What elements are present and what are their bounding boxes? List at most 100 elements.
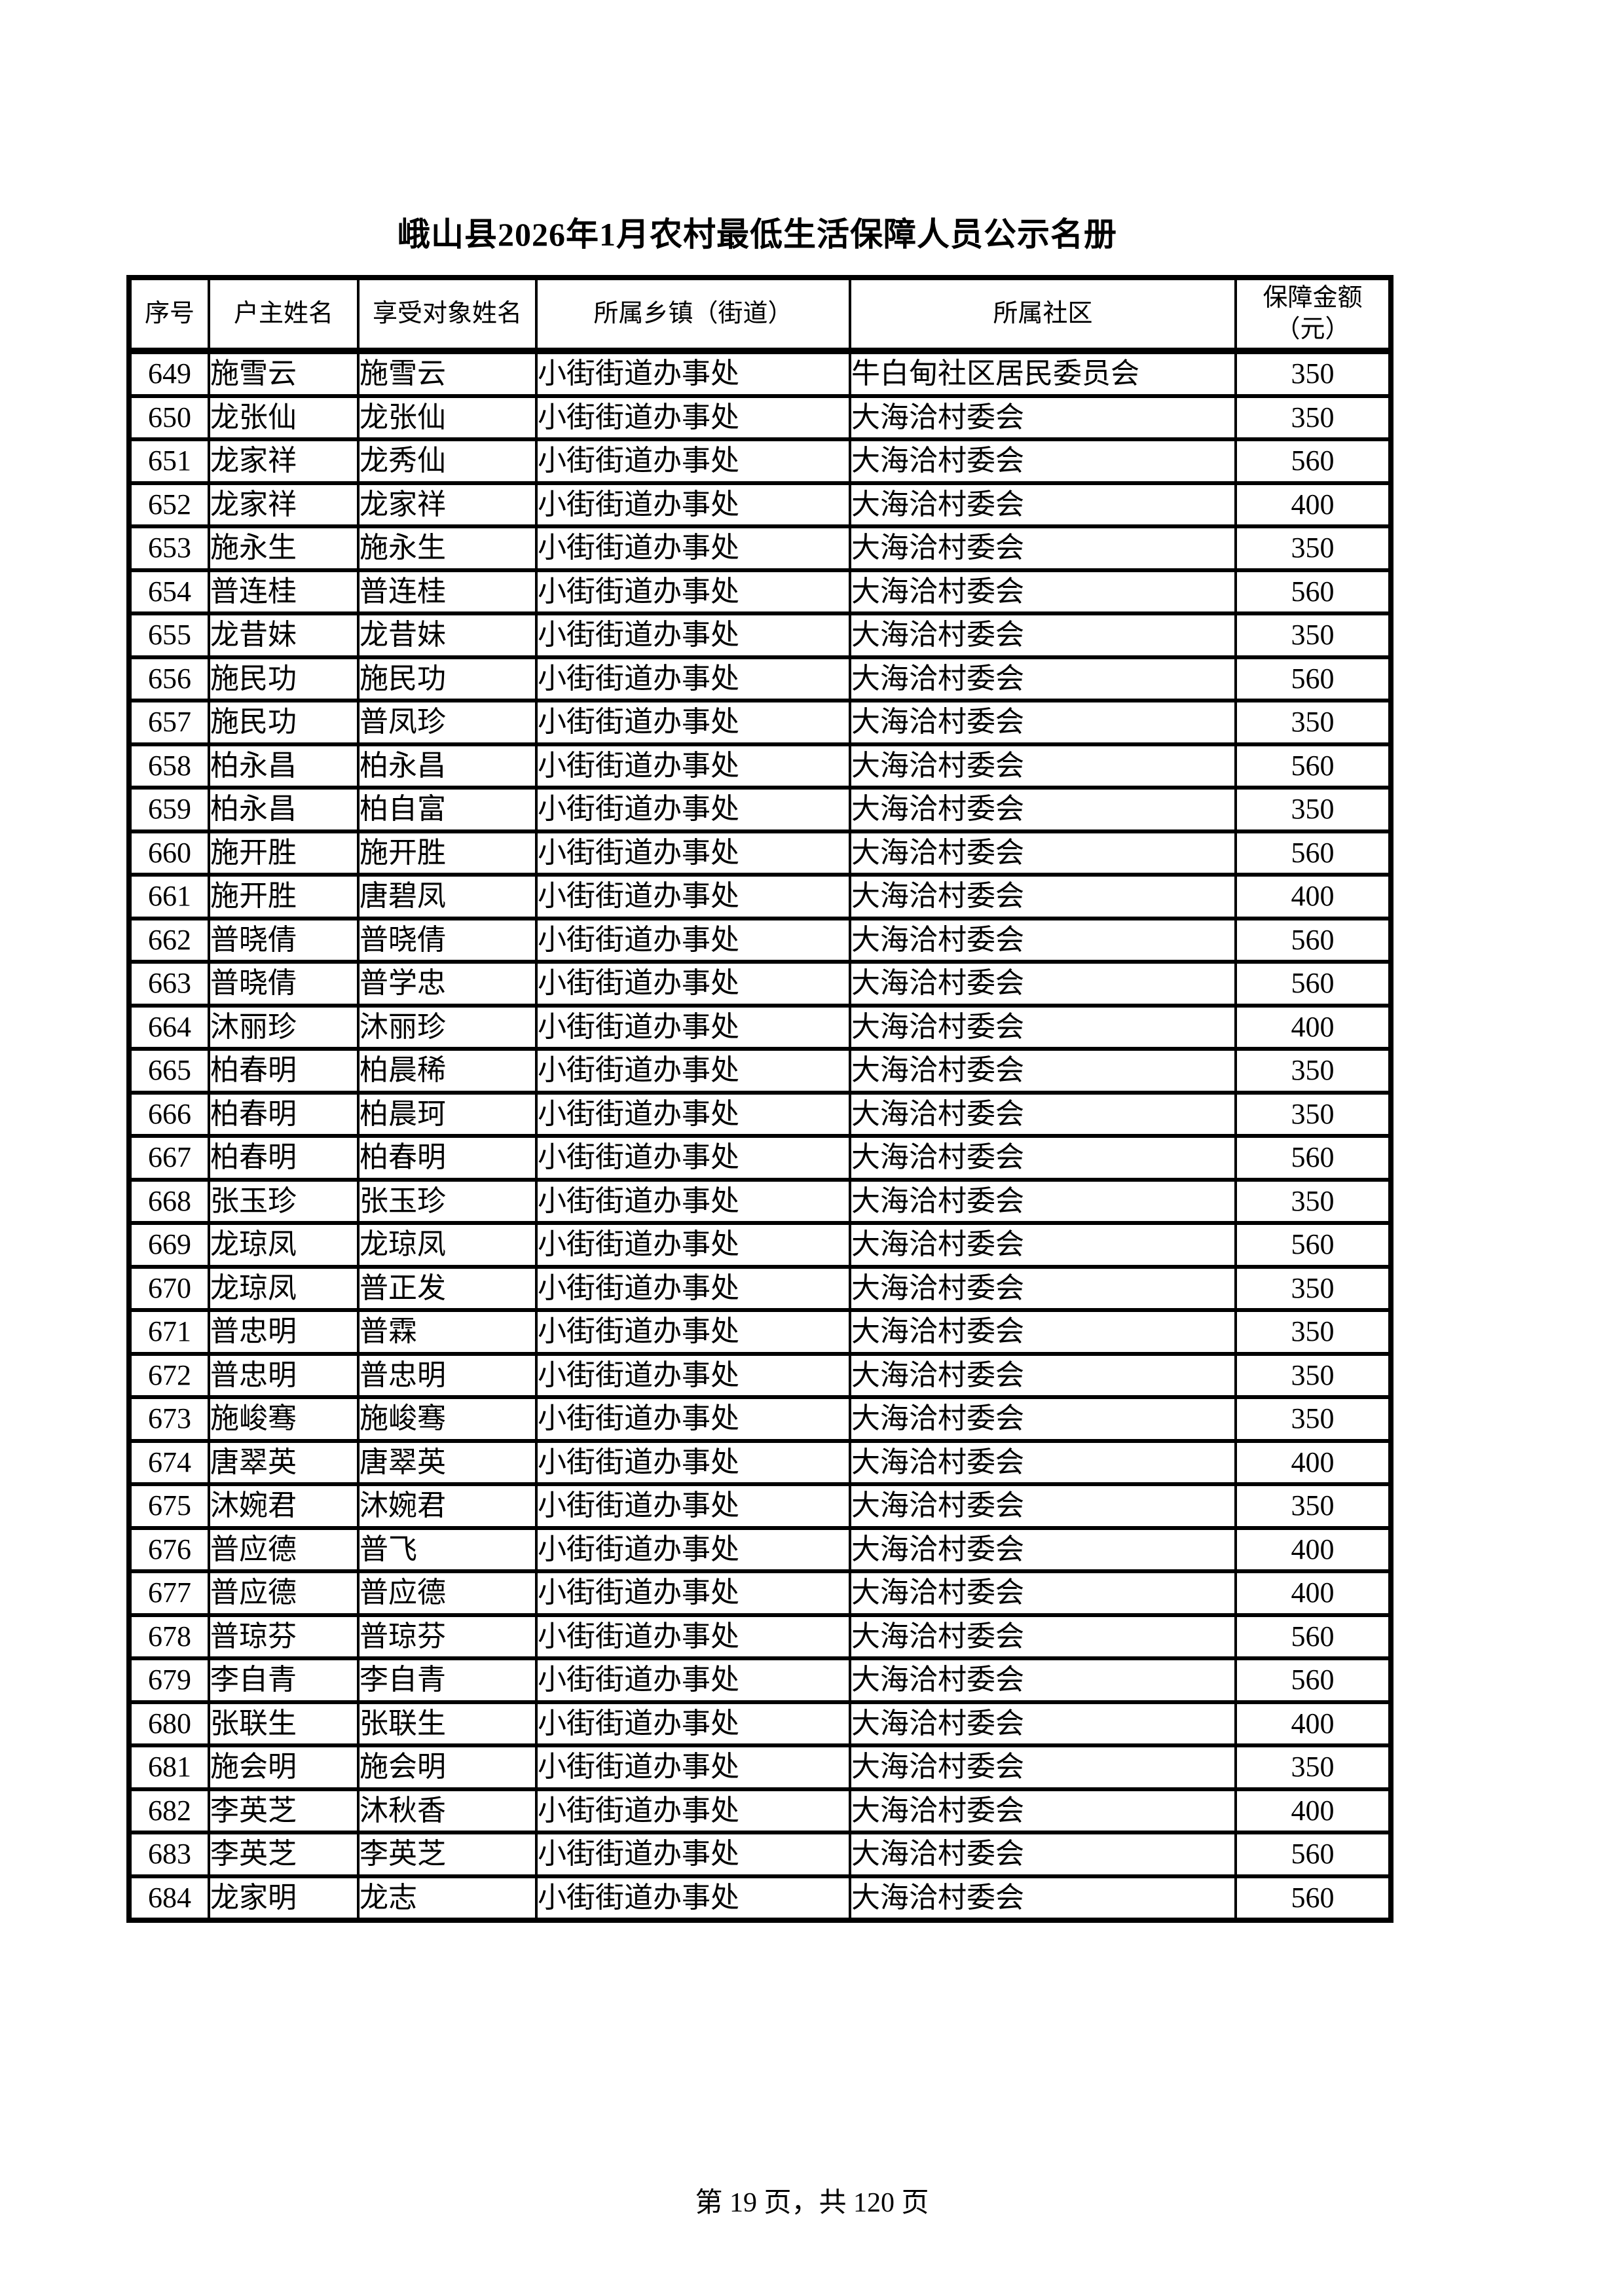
cell-beneficiary-name: 龙家祥 bbox=[357, 481, 538, 528]
cell-community: 大海洽村委会 bbox=[849, 1047, 1237, 1095]
cell-amount: 350 bbox=[1234, 611, 1392, 659]
cell-community: 大海洽村委会 bbox=[849, 1613, 1237, 1660]
cell-community: 大海洽村委会 bbox=[849, 655, 1237, 702]
cell-amount: 350 bbox=[1234, 1351, 1392, 1399]
cell-township: 小街街道办事处 bbox=[535, 655, 851, 702]
table-row: 655 龙昔妹 龙昔妹 小街街道办事处 大海洽村委会 350 bbox=[128, 611, 1392, 659]
cell-seq: 664 bbox=[128, 1003, 210, 1051]
table-row: 681 施会明 施会明 小街街道办事处 大海洽村委会 350 bbox=[128, 1743, 1392, 1791]
column-header-amount: 保障金额 （元） bbox=[1234, 276, 1392, 354]
cell-township: 小街街道办事处 bbox=[535, 1090, 851, 1138]
cell-amount: 350 bbox=[1234, 1047, 1392, 1095]
cell-beneficiary-name: 普学忠 bbox=[357, 960, 538, 1008]
cell-community: 大海洽村委会 bbox=[849, 1656, 1237, 1704]
cell-amount: 350 bbox=[1234, 1482, 1392, 1530]
table-row: 656 施民功 施民功 小街街道办事处 大海洽村委会 560 bbox=[128, 655, 1392, 702]
cell-amount: 400 bbox=[1234, 1700, 1392, 1747]
cell-seq: 653 bbox=[128, 524, 210, 572]
table-row: 670 龙琼凤 普正发 小街街道办事处 大海洽村委会 350 bbox=[128, 1264, 1392, 1312]
cell-householder-name: 普应德 bbox=[208, 1569, 360, 1617]
cell-amount: 560 bbox=[1234, 916, 1392, 964]
table-row: 674 唐翠英 唐翠英 小街街道办事处 大海洽村委会 400 bbox=[128, 1438, 1392, 1486]
cell-beneficiary-name: 李自青 bbox=[357, 1656, 538, 1704]
cell-amount: 400 bbox=[1234, 1003, 1392, 1051]
cell-householder-name: 沐婉君 bbox=[208, 1482, 360, 1530]
cell-beneficiary-name: 柏春明 bbox=[357, 1134, 538, 1182]
cell-amount: 560 bbox=[1234, 1613, 1392, 1660]
cell-amount: 560 bbox=[1234, 1656, 1392, 1704]
cell-beneficiary-name: 普琼芬 bbox=[357, 1613, 538, 1660]
cell-community: 大海洽村委会 bbox=[849, 1308, 1237, 1356]
cell-seq: 661 bbox=[128, 873, 210, 920]
cell-amount: 560 bbox=[1234, 1134, 1392, 1182]
table-row: 680 张联生 张联生 小街街道办事处 大海洽村委会 400 bbox=[128, 1700, 1392, 1747]
cell-householder-name: 柏永昌 bbox=[208, 742, 360, 790]
table-row: 666 柏春明 柏晨珂 小街街道办事处 大海洽村委会 350 bbox=[128, 1090, 1392, 1138]
table-row: 663 普晓倩 普学忠 小街街道办事处 大海洽村委会 560 bbox=[128, 960, 1392, 1008]
cell-community: 大海洽村委会 bbox=[849, 1743, 1237, 1791]
cell-community: 大海洽村委会 bbox=[849, 1177, 1237, 1225]
cell-community: 大海洽村委会 bbox=[849, 1525, 1237, 1573]
cell-householder-name: 施会明 bbox=[208, 1743, 360, 1791]
cell-householder-name: 施雪云 bbox=[208, 349, 360, 398]
cell-beneficiary-name: 普正发 bbox=[357, 1264, 538, 1312]
cell-amount: 560 bbox=[1234, 960, 1392, 1008]
table-row: 668 张玉珍 张玉珍 小街街道办事处 大海洽村委会 350 bbox=[128, 1177, 1392, 1225]
cell-seq: 658 bbox=[128, 742, 210, 790]
cell-seq: 678 bbox=[128, 1613, 210, 1660]
cell-beneficiary-name: 龙秀仙 bbox=[357, 437, 538, 485]
cell-community: 大海洽村委会 bbox=[849, 393, 1237, 441]
table-row: 652 龙家祥 龙家祥 小街街道办事处 大海洽村委会 400 bbox=[128, 481, 1392, 528]
cell-beneficiary-name: 施民功 bbox=[357, 655, 538, 702]
cell-beneficiary-name: 唐碧凤 bbox=[357, 873, 538, 920]
cell-amount: 350 bbox=[1234, 1308, 1392, 1356]
cell-township: 小街街道办事处 bbox=[535, 1482, 851, 1530]
cell-township: 小街街道办事处 bbox=[535, 873, 851, 920]
table-row: 660 施开胜 施开胜 小街街道办事处 大海洽村委会 560 bbox=[128, 829, 1392, 877]
cell-householder-name: 李英芝 bbox=[208, 1831, 360, 1878]
cell-community: 大海洽村委会 bbox=[849, 1438, 1237, 1486]
cell-amount: 400 bbox=[1234, 873, 1392, 920]
cell-householder-name: 施民功 bbox=[208, 655, 360, 702]
cell-seq: 673 bbox=[128, 1395, 210, 1443]
page-number-footer: 第 19 页，共 120 页 bbox=[695, 2188, 929, 2218]
column-header-amount-line1: 保障金额 bbox=[1263, 284, 1363, 312]
cell-township: 小街街道办事处 bbox=[535, 829, 851, 877]
cell-seq: 655 bbox=[128, 611, 210, 659]
table-row: 654 普连桂 普连桂 小街街道办事处 大海洽村委会 560 bbox=[128, 568, 1392, 615]
cell-beneficiary-name: 柏永昌 bbox=[357, 742, 538, 790]
cell-township: 小街街道办事处 bbox=[535, 1874, 851, 1922]
cell-community: 大海洽村委会 bbox=[849, 960, 1237, 1008]
cell-amount: 560 bbox=[1234, 1874, 1392, 1922]
cell-township: 小街街道办事处 bbox=[535, 1308, 851, 1356]
table-row: 653 施永生 施永生 小街街道办事处 大海洽村委会 350 bbox=[128, 524, 1392, 572]
cell-township: 小街街道办事处 bbox=[535, 1264, 851, 1312]
cell-beneficiary-name: 唐翠英 bbox=[357, 1438, 538, 1486]
cell-householder-name: 普连桂 bbox=[208, 568, 360, 615]
cell-township: 小街街道办事处 bbox=[535, 1700, 851, 1747]
cell-seq: 656 bbox=[128, 655, 210, 702]
cell-amount: 350 bbox=[1234, 1743, 1392, 1791]
cell-seq: 675 bbox=[128, 1482, 210, 1530]
cell-amount: 400 bbox=[1234, 1438, 1392, 1486]
cell-amount: 350 bbox=[1234, 524, 1392, 572]
cell-householder-name: 普琼芬 bbox=[208, 1613, 360, 1660]
table-row: 671 普忠明 普霖 小街街道办事处 大海洽村委会 350 bbox=[128, 1308, 1392, 1356]
table-row: 667 柏春明 柏春明 小街街道办事处 大海洽村委会 560 bbox=[128, 1134, 1392, 1182]
cell-householder-name: 龙昔妹 bbox=[208, 611, 360, 659]
cell-seq: 665 bbox=[128, 1047, 210, 1095]
cell-community: 大海洽村委会 bbox=[849, 1003, 1237, 1051]
cell-community: 大海洽村委会 bbox=[849, 611, 1237, 659]
cell-township: 小街街道办事处 bbox=[535, 1569, 851, 1617]
cell-community: 大海洽村委会 bbox=[849, 1221, 1237, 1269]
cell-householder-name: 柏春明 bbox=[208, 1090, 360, 1138]
cell-householder-name: 龙家祥 bbox=[208, 481, 360, 528]
column-header-township: 所属乡镇（街道） bbox=[535, 276, 851, 354]
cell-amount: 560 bbox=[1234, 1831, 1392, 1878]
cell-beneficiary-name: 施永生 bbox=[357, 524, 538, 572]
roster-table-header: 序号 户主姓名 享受对象姓名 所属乡镇（街道） 所属社区 保障金额 （元） bbox=[128, 276, 1392, 354]
cell-community: 大海洽村委会 bbox=[849, 1569, 1237, 1617]
cell-community: 大海洽村委会 bbox=[849, 786, 1237, 833]
cell-township: 小街街道办事处 bbox=[535, 568, 851, 615]
cell-township: 小街街道办事处 bbox=[535, 960, 851, 1008]
